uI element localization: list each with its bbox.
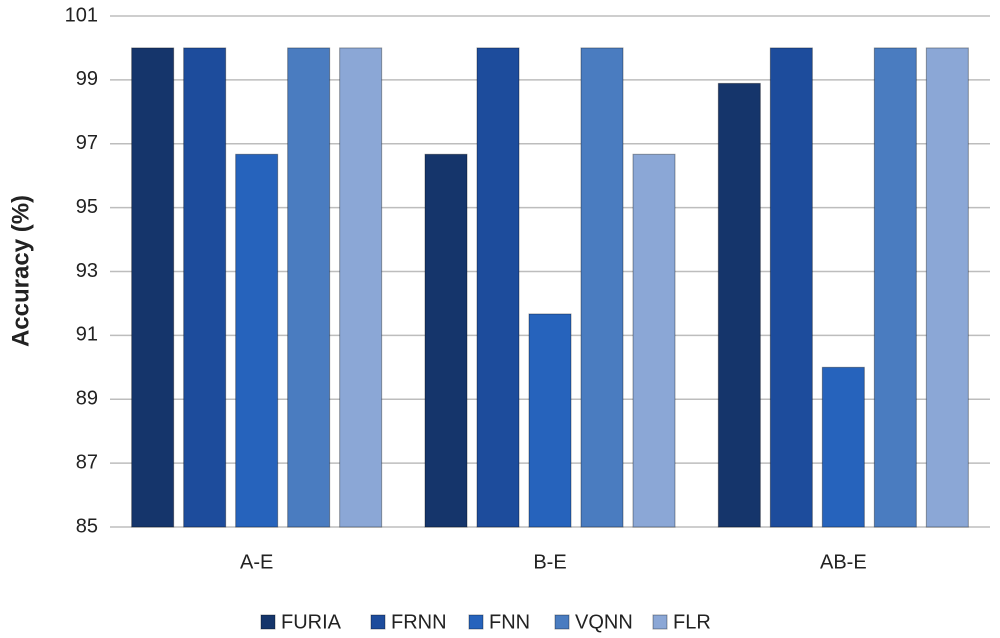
bar — [287, 47, 331, 528]
bar — [925, 47, 969, 528]
bar — [476, 47, 520, 528]
bar — [131, 47, 175, 528]
y-tick-label: 93 — [76, 260, 98, 282]
legend-label: FRNN — [391, 611, 447, 633]
y-tick-label: 89 — [76, 388, 98, 410]
x-tick-label: AB-E — [820, 551, 867, 573]
bar — [717, 82, 761, 528]
bar — [424, 153, 468, 528]
y-tick-label: 91 — [76, 324, 98, 346]
legend-label: VQNN — [575, 611, 633, 633]
legend-marker — [260, 614, 276, 630]
bar — [580, 47, 624, 528]
bar — [235, 153, 279, 528]
y-tick-label: 87 — [76, 451, 98, 473]
y-tick-label: 99 — [76, 68, 98, 90]
x-tick-label: A-E — [240, 551, 273, 573]
legend-marker — [468, 614, 484, 630]
bar — [873, 47, 917, 528]
y-tick-label: 85 — [76, 515, 98, 537]
y-tick-label: 97 — [76, 132, 98, 154]
bar — [183, 47, 227, 528]
y-axis-title: Accuracy (%) — [7, 195, 34, 347]
legend-marker — [370, 614, 386, 630]
legend-marker — [554, 614, 570, 630]
bar — [769, 47, 813, 528]
legend-label: FURIA — [281, 611, 342, 633]
y-tick-label: 95 — [76, 196, 98, 218]
y-tick-label: 101 — [65, 4, 98, 26]
legend-marker — [652, 614, 668, 630]
bar — [821, 366, 865, 528]
bar — [339, 47, 383, 528]
bar — [528, 313, 572, 528]
legend-label: FLR — [673, 611, 711, 633]
bar — [632, 153, 676, 528]
legend-label: FNN — [489, 611, 530, 633]
x-tick-label: B-E — [533, 551, 566, 573]
